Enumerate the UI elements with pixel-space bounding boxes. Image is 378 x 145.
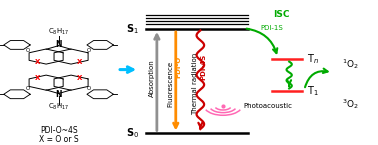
Text: N: N <box>55 40 62 49</box>
Text: X: X <box>35 59 40 65</box>
Text: O: O <box>26 48 31 53</box>
Text: PDI-O~4S: PDI-O~4S <box>40 126 77 135</box>
Text: $^3$O$_2$: $^3$O$_2$ <box>342 97 359 111</box>
Text: PDI-O: PDI-O <box>175 56 181 78</box>
Text: C$_8$H$_{17}$: C$_8$H$_{17}$ <box>48 102 69 112</box>
Text: S$_1$: S$_1$ <box>126 22 139 36</box>
Text: ISC: ISC <box>273 10 290 19</box>
Text: Absorption: Absorption <box>149 59 155 97</box>
Text: S$_0$: S$_0$ <box>126 126 139 140</box>
Text: T$_n$: T$_n$ <box>307 52 319 66</box>
Text: T$_1$: T$_1$ <box>307 84 319 98</box>
Text: Fluorescence: Fluorescence <box>168 61 174 107</box>
Text: $^1$O$_2$: $^1$O$_2$ <box>342 58 359 71</box>
Text: N: N <box>55 90 62 99</box>
Text: Thermal radiation: Thermal radiation <box>192 53 198 115</box>
Text: X = O or S: X = O or S <box>39 135 78 144</box>
Text: PDI-4S: PDI-4S <box>200 54 206 80</box>
Text: PDI-1S: PDI-1S <box>261 25 284 31</box>
Text: Photoacoustic: Photoacoustic <box>244 103 293 109</box>
Text: O: O <box>87 86 91 91</box>
Text: X: X <box>77 59 82 65</box>
Text: C$_8$H$_{17}$: C$_8$H$_{17}$ <box>48 27 69 37</box>
Text: X: X <box>35 75 40 81</box>
Text: O: O <box>87 48 91 53</box>
Text: O: O <box>26 86 31 91</box>
Text: X: X <box>77 75 82 81</box>
